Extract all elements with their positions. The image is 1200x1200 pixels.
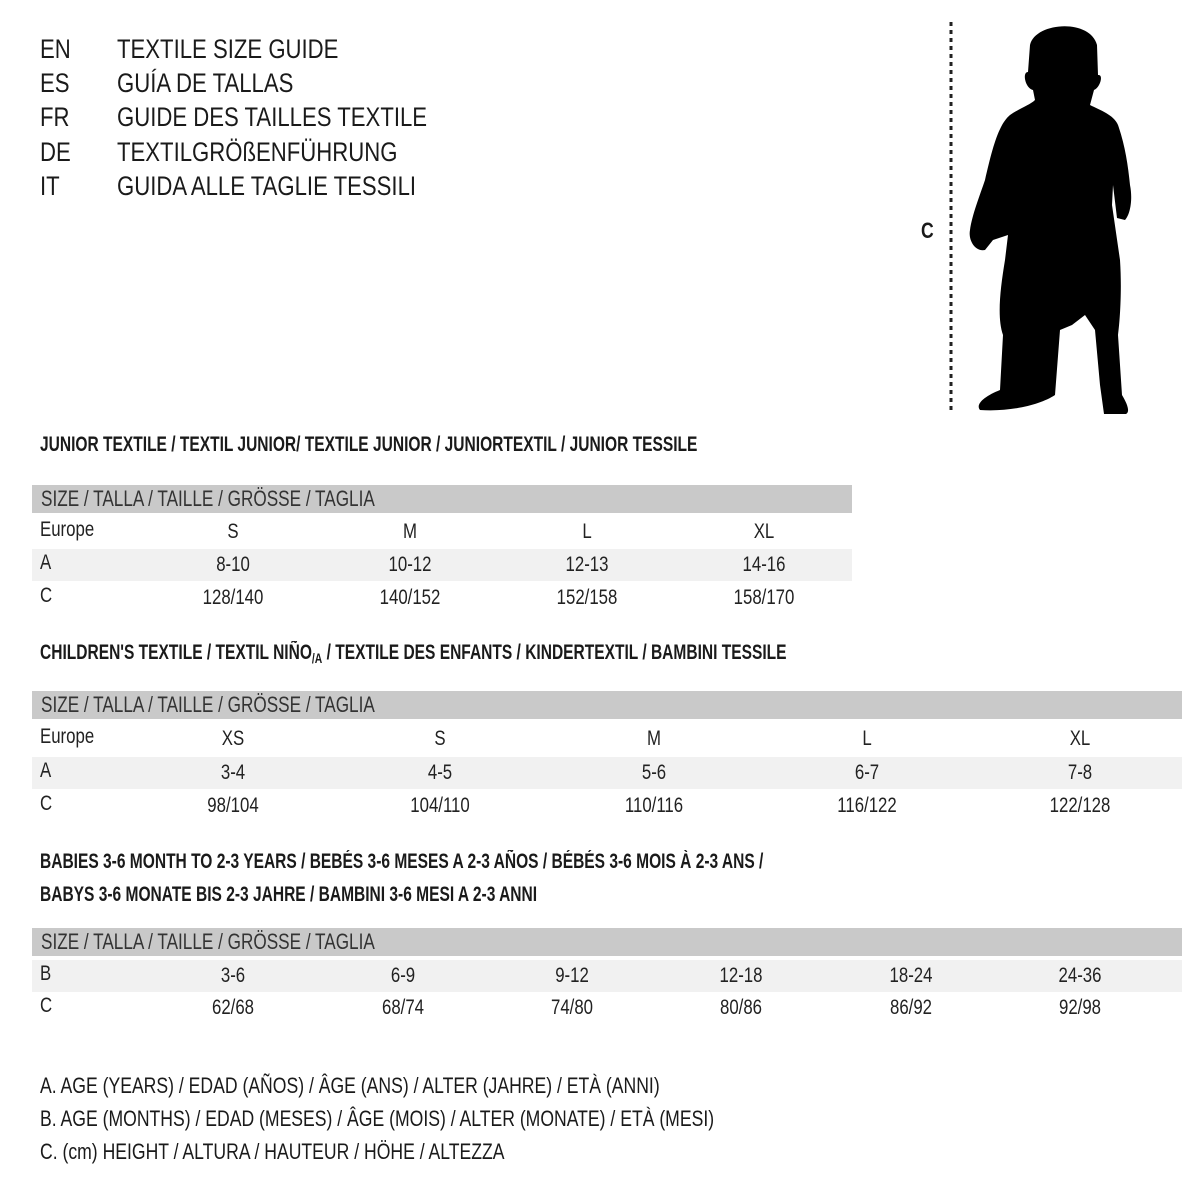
row-label: C [40, 584, 53, 607]
table-cell: 110/116 [624, 794, 684, 817]
children-section-title: CHILDREN'S TEXTILE / TEXTIL NIÑO/A / TEX… [40, 641, 787, 666]
title-fr: GUIDE DES TAILLES TEXTILE [117, 102, 428, 132]
title-en: TEXTILE SIZE GUIDE [117, 34, 339, 64]
table-cell: 8-10 [216, 553, 250, 576]
table-cell: 116/122 [837, 794, 897, 817]
silhouette-shape [969, 26, 1132, 415]
table-cell: 6-7 [854, 761, 880, 784]
table-cell: 140/152 [379, 586, 441, 609]
lang-code-es: ES [40, 68, 70, 98]
table-cell: S [434, 727, 446, 750]
table-cell: 158/170 [733, 586, 795, 609]
table-cell: 14-16 [742, 553, 786, 576]
table-cell: 122/128 [1049, 794, 1111, 817]
table-cell: XL [1069, 727, 1091, 750]
size-header-text: SIZE / TALLA / TAILLE / GRÖSSE / TAGLIA [41, 486, 375, 511]
junior-size-header: SIZE / TALLA / TAILLE / GRÖSSE / TAGLIA [32, 485, 852, 513]
table-cell: 10-12 [388, 553, 432, 576]
table-cell: 18-24 [889, 964, 933, 987]
table-cell: XS [221, 727, 245, 750]
table-cell: 92/98 [1058, 996, 1102, 1019]
row-label: A [40, 551, 52, 574]
table-cell: 3-6 [220, 964, 246, 987]
table-cell: 98/104 [207, 794, 259, 817]
title-it: GUIDA ALLE TAGLIE TESSILI [117, 171, 417, 201]
lang-code-de: DE [40, 137, 71, 167]
lang-code-it: IT [40, 171, 60, 201]
table-cell: 74/80 [550, 996, 594, 1019]
children-size-header: SIZE / TALLA / TAILLE / GRÖSSE / TAGLIA [32, 691, 1182, 719]
table-cell: 12-13 [565, 553, 609, 576]
children-title-sub: /A [311, 650, 323, 666]
table-cell: M [403, 520, 417, 543]
row-label: C [40, 994, 53, 1017]
legend-c: C. (cm) HEIGHT / ALTURA / HAUTEUR / HÖHE… [40, 1139, 505, 1164]
junior-row-stripe [32, 549, 852, 581]
legend-a: A. AGE (YEARS) / EDAD (AÑOS) / ÂGE (ANS)… [40, 1073, 660, 1098]
table-cell: 68/74 [381, 996, 425, 1019]
children-title-rest: / TEXTILE DES ENFANTS / KINDERTEXTIL / B… [322, 641, 787, 664]
height-label: C [921, 218, 934, 243]
size-header-text: SIZE / TALLA / TAILLE / GRÖSSE / TAGLIA [41, 692, 375, 717]
row-label: C [40, 792, 53, 815]
table-cell: S [227, 520, 239, 543]
table-cell: 12-18 [719, 964, 763, 987]
lang-code-fr: FR [40, 102, 70, 132]
table-cell: 128/140 [202, 586, 264, 609]
table-cell: 104/110 [410, 794, 470, 817]
table-cell: 7-8 [1067, 761, 1093, 784]
row-label: A [40, 759, 52, 782]
title-de: TEXTILGRÖßENFÜHRUNG [117, 137, 398, 167]
table-cell: M [647, 727, 661, 750]
row-label: B [40, 962, 52, 985]
babies-row-stripe [32, 960, 1182, 992]
table-cell: 80/86 [719, 996, 763, 1019]
table-cell: 6-9 [390, 964, 416, 987]
babies-title-line2: BABYS 3-6 MONATE BIS 2-3 JAHRE / BAMBINI… [40, 883, 538, 906]
table-cell: 5-6 [641, 761, 667, 784]
row-label: Europe [40, 518, 95, 541]
legend-b: B. AGE (MONTHS) / EDAD (MESES) / ÂGE (MO… [40, 1106, 715, 1131]
babies-title-line1: BABIES 3-6 MONTH TO 2-3 YEARS / BEBÉS 3-… [40, 850, 764, 873]
table-cell: XL [753, 520, 775, 543]
title-es: GUÍA DE TALLAS [117, 68, 294, 98]
table-cell: 3-4 [220, 761, 246, 784]
children-row-stripe [32, 757, 1182, 789]
lang-code-en: EN [40, 34, 71, 64]
table-cell: 9-12 [555, 964, 589, 987]
junior-section-title: JUNIOR TEXTILE / TEXTIL JUNIOR/ TEXTILE … [40, 433, 698, 456]
table-cell: L [862, 727, 872, 750]
size-header-text: SIZE / TALLA / TAILLE / GRÖSSE / TAGLIA [41, 929, 375, 954]
table-cell: 152/158 [556, 586, 618, 609]
table-cell: 24-36 [1058, 964, 1102, 987]
table-cell: 86/92 [889, 996, 933, 1019]
children-title-main: CHILDREN'S TEXTILE / TEXTIL NIÑO [40, 641, 312, 664]
table-cell: 62/68 [211, 996, 255, 1019]
row-label: Europe [40, 725, 95, 748]
babies-size-header: SIZE / TALLA / TAILLE / GRÖSSE / TAGLIA [32, 928, 1182, 956]
child-silhouette-icon [949, 22, 1132, 415]
table-cell: 4-5 [427, 761, 453, 784]
table-cell: L [582, 520, 592, 543]
